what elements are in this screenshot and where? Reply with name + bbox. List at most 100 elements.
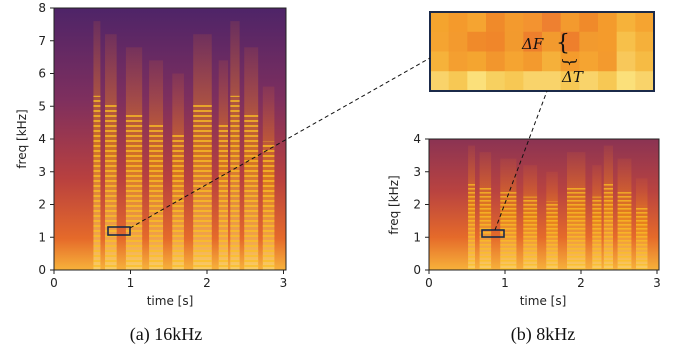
harmonics <box>125 114 143 270</box>
speech-segments-a <box>93 21 275 271</box>
zoom-pixel-grid <box>430 12 655 92</box>
harmonics <box>603 182 613 270</box>
harmonics <box>479 187 492 270</box>
zoom-cell <box>523 12 543 33</box>
y-tick-label: 5 <box>38 99 46 113</box>
caption-a: (a) 16kHz <box>130 324 202 345</box>
zoom-cell <box>616 51 636 72</box>
harmonics <box>546 201 558 270</box>
zoom-inset: ΔF { { ΔT <box>429 11 655 92</box>
caption-b: (b) 8kHz <box>511 324 575 345</box>
zoom-cell <box>523 71 543 92</box>
harmonics <box>636 205 648 270</box>
zoom-cell <box>616 71 636 92</box>
harmonics <box>567 187 586 270</box>
connector-b-to-zoom <box>494 90 548 231</box>
y-tick-label: 3 <box>38 165 46 179</box>
zoom-cell <box>598 51 618 72</box>
y-tick-label: 6 <box>38 67 46 81</box>
harmonics <box>230 95 240 271</box>
y-tick-label: 4 <box>38 132 46 146</box>
x-tick-label: 2 <box>203 276 211 290</box>
y-tick-label: 1 <box>413 230 421 244</box>
y-tick-label: 7 <box>38 34 46 48</box>
y-tick-label: 0 <box>413 263 421 277</box>
y-tick-label: 8 <box>38 1 46 15</box>
zoom-cell <box>486 71 506 92</box>
zoom-cell <box>579 71 599 92</box>
xlabel-b: time [s] <box>520 294 567 308</box>
ylabel-b: freq [kHz] <box>387 175 401 234</box>
zoom-cell <box>504 51 524 72</box>
zoom-cell <box>448 31 468 52</box>
zoom-cell <box>523 31 543 52</box>
x-tick-label: 3 <box>280 276 288 290</box>
harmonics <box>500 192 517 270</box>
harmonics <box>468 182 475 270</box>
zoom-cell <box>448 51 468 72</box>
x-tick-label: 0 <box>425 276 433 290</box>
harmonics <box>592 196 602 270</box>
harmonics <box>193 104 212 270</box>
zoom-cell <box>504 71 524 92</box>
harmonics <box>262 141 275 270</box>
x-tick-label: 1 <box>501 276 509 290</box>
zoom-cell <box>486 31 506 52</box>
delta-f-brace: { <box>556 31 570 56</box>
x-tick-label: 3 <box>653 276 661 290</box>
ylabel-a: freq [kHz] <box>15 109 29 168</box>
zoom-cell <box>635 51 655 72</box>
y-tick-label: 1 <box>38 230 46 244</box>
zoom-cell <box>542 51 562 72</box>
xlabel-a: time [s] <box>147 294 194 308</box>
y-tick-label: 3 <box>413 165 421 179</box>
zoom-cell <box>523 51 543 72</box>
delta-t-brace: { <box>559 57 578 67</box>
zoom-cell <box>560 51 580 72</box>
delta-f-label: ΔF <box>521 35 544 53</box>
harmonics <box>93 95 101 271</box>
selection-box-b <box>481 229 505 238</box>
zoom-cell <box>579 12 599 33</box>
connector-a-to-zoom <box>129 57 431 229</box>
harmonics <box>244 114 259 270</box>
axes-b: 0 1 2 3 0 1 2 3 4 time [s] freq [kHz] (b) 8kHz <box>387 132 661 345</box>
zoom-cell <box>467 51 487 72</box>
zoom-cell <box>560 12 580 33</box>
zoom-cell <box>616 31 636 52</box>
zoom-cell <box>430 31 450 52</box>
spectrogram-16khz <box>53 7 287 271</box>
y-tick-label: 2 <box>38 198 46 212</box>
harmonics <box>218 123 228 270</box>
zoom-cell <box>467 31 487 52</box>
y-tick-label: 4 <box>413 132 421 146</box>
x-tick-label: 1 <box>127 276 135 290</box>
zoom-cell <box>467 71 487 92</box>
zoom-cell <box>542 31 562 52</box>
zoom-cell <box>542 12 562 33</box>
zoom-cell <box>616 12 636 33</box>
zoom-cell <box>504 12 524 33</box>
axes-a: 0 1 2 3 0 1 2 3 4 5 6 7 8 time [s] freq [kHz] (a) 1… <box>15 1 287 345</box>
zoom-cell <box>635 71 655 92</box>
zoom-cell <box>448 71 468 92</box>
zoom-cell <box>598 31 618 52</box>
zoom-cell <box>560 31 580 52</box>
selection-box-a <box>107 226 131 236</box>
delta-t-label: ΔT <box>561 68 584 86</box>
y-tick-label: 0 <box>38 263 46 277</box>
spectrogram-8khz <box>428 138 660 271</box>
zoom-cell <box>560 71 580 92</box>
speech-segments-b <box>468 145 648 270</box>
zoom-cell <box>467 12 487 33</box>
harmonics <box>617 192 632 270</box>
zoom-cell <box>504 31 524 52</box>
zoom-frame <box>429 11 655 92</box>
x-tick-label: 0 <box>50 276 58 290</box>
zoom-cell <box>486 12 506 33</box>
zoom-cell <box>598 71 618 92</box>
zoom-cell <box>542 71 562 92</box>
zoom-cell <box>579 31 599 52</box>
zoom-cell <box>430 51 450 72</box>
